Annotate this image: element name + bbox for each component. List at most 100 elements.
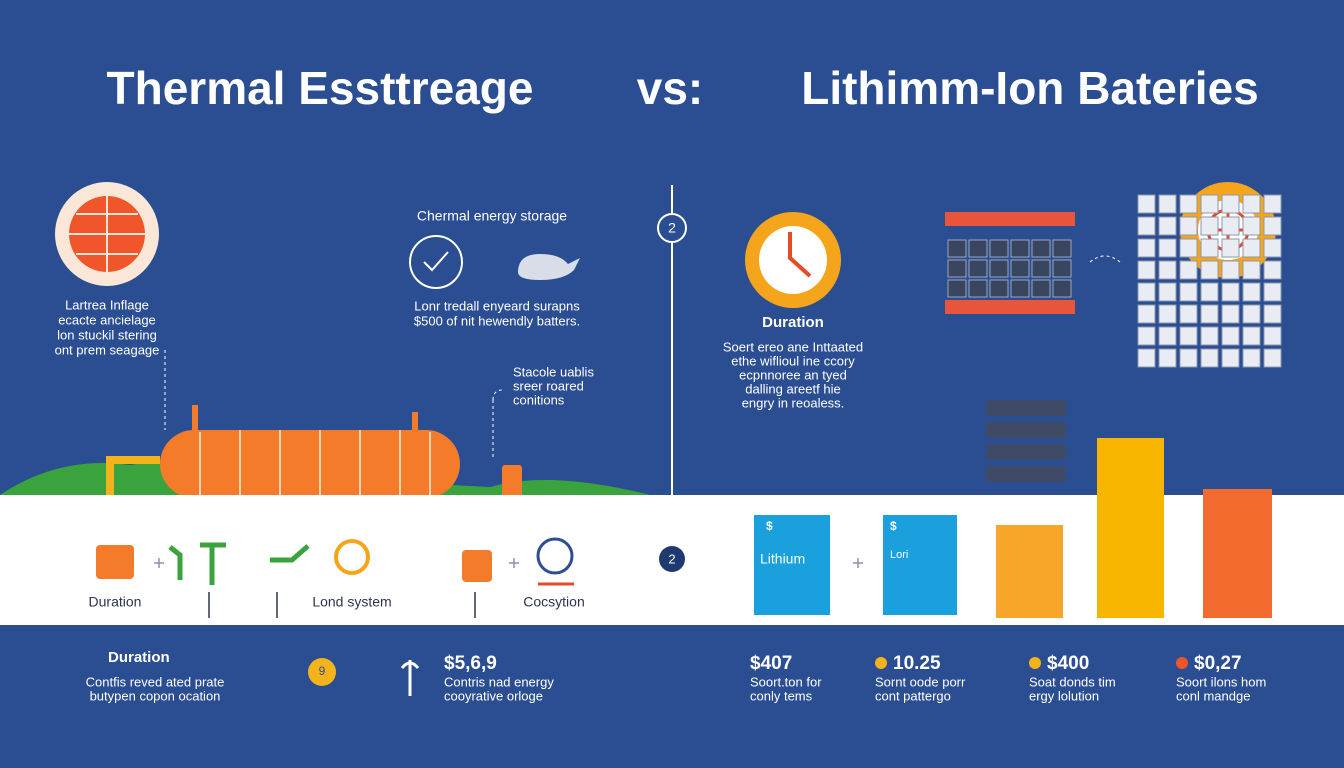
server-cell [1242, 194, 1261, 214]
server-cell [1158, 260, 1177, 280]
footer-left-line: Contfis reved ated prate [86, 674, 225, 689]
battery-cells [947, 239, 1072, 298]
thermal-label: ont prem seagage [55, 342, 160, 357]
strip-label: Lond system [312, 594, 391, 610]
server-cell [1221, 194, 1240, 214]
strip-icon [462, 550, 492, 582]
server-cell [1263, 326, 1282, 346]
thermal-note-line: conitions [513, 392, 565, 407]
strip-badge-text: 2 [668, 551, 675, 566]
rack-unit [986, 444, 1066, 460]
battery-symbol: $ [766, 519, 773, 533]
thermal-desc-line: Lonr tredall enyeard surapns [414, 298, 580, 313]
thermal-note-line: sreer roared [513, 378, 584, 393]
battery-right [883, 515, 957, 615]
title-left: Thermal Essttreage [107, 62, 534, 114]
whale-icon [518, 254, 580, 280]
stat-line: Sornt oode porr [875, 674, 966, 689]
server-cell [1137, 260, 1156, 280]
swap-arrow [1089, 255, 1121, 263]
server-cell [1137, 194, 1156, 214]
footer-mid-line: Contris nad energy [444, 674, 554, 689]
stat-line: Soat donds tim [1029, 674, 1116, 689]
strip-label: Duration [89, 594, 142, 610]
check-mark [423, 251, 449, 272]
server-cell [1200, 194, 1219, 214]
stat-line: cont pattergo [875, 688, 951, 703]
cell [989, 239, 1009, 258]
cell [1010, 239, 1030, 258]
cell [947, 279, 967, 298]
server-cell [1137, 216, 1156, 236]
server-cell [1137, 304, 1156, 324]
thermal-label: ecacte ancielage [58, 312, 156, 327]
cell [968, 239, 988, 258]
footer-icon [400, 660, 420, 696]
server-cell [1179, 238, 1198, 258]
thermal-desc-line: $500 of nit hewendly batters. [414, 313, 580, 328]
server-cell [1221, 238, 1240, 258]
server-cell [1179, 260, 1198, 280]
tank-pipe [412, 412, 418, 434]
strip-icon [96, 545, 134, 579]
plus-signs [154, 558, 863, 568]
server-cell [1242, 304, 1261, 324]
strip-icon [168, 542, 310, 585]
footer-mid-value: $5,6,9 [444, 653, 497, 674]
divider-badge [657, 213, 687, 243]
strip-badge [659, 546, 685, 572]
server-cell [1242, 326, 1261, 346]
stat-line: ergy lolution [1029, 688, 1099, 703]
server-cell [1158, 282, 1177, 302]
server-cell [1263, 260, 1282, 280]
server-cell [1158, 216, 1177, 236]
server-cell [1242, 238, 1261, 258]
cell [1052, 239, 1072, 258]
battery-symbol: $ [890, 519, 897, 533]
cell [1052, 279, 1072, 298]
cell [968, 259, 988, 278]
cell [947, 239, 967, 258]
server-cell [1158, 238, 1177, 258]
thermal-heading: Chermal energy storage [417, 208, 567, 224]
rack-top [945, 212, 1075, 226]
cell [989, 279, 1009, 298]
lithium-desc-line: ethe wiflioul ine ccory [731, 353, 855, 368]
rack-unit [986, 422, 1066, 438]
server-cell [1200, 282, 1219, 302]
stat-value: $407 [750, 653, 792, 674]
server-cell [1158, 194, 1177, 214]
stat-value: $400 [1047, 653, 1089, 674]
battery-left [754, 515, 830, 615]
server-cell [1200, 216, 1219, 236]
footer-badge [308, 658, 336, 686]
lithium-desc-line: ecpnnoree an tyed [739, 367, 847, 382]
server-cell [1221, 348, 1240, 368]
server-cell [1179, 216, 1198, 236]
thermal-desc: Lonr tredall enyeard surapns$500 of nit … [414, 298, 580, 328]
server-cell [1263, 348, 1282, 368]
server-cell [1137, 238, 1156, 258]
title-right: Lithimm-Ion Bateries [801, 62, 1259, 114]
server-cell [1242, 216, 1261, 236]
rack-unit [986, 466, 1066, 482]
footer-badge-text: 9 [319, 664, 326, 678]
valve [502, 465, 522, 499]
strip-label: Cocsytion [523, 594, 584, 610]
server-cell [1158, 304, 1177, 324]
footer-mid-line: cooyrative orloge [444, 688, 543, 703]
server-cell [1221, 282, 1240, 302]
stat-value: 10.25 [893, 653, 941, 674]
server-cell [1242, 348, 1261, 368]
lithium-desc-line: Soert ereo ane Inttaated [723, 339, 863, 354]
bar-decor [1097, 438, 1164, 618]
server-cell [1221, 260, 1240, 280]
battery-label: Lithium [760, 551, 805, 567]
